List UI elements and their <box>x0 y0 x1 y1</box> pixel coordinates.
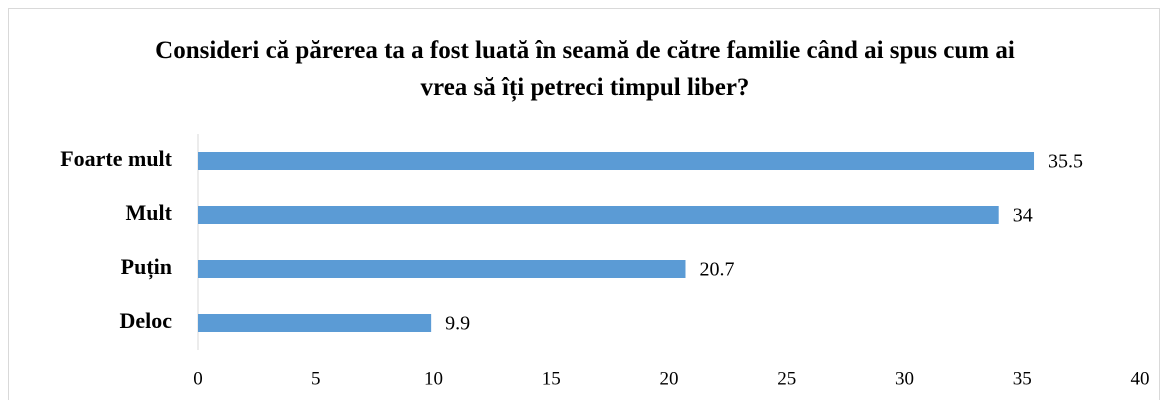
bar <box>198 260 686 278</box>
bar <box>198 206 999 224</box>
x-tick-label: 0 <box>193 368 203 389</box>
y-tick-label: Mult <box>126 200 173 225</box>
x-tick-label: 35 <box>1013 368 1032 389</box>
x-tick-label: 15 <box>542 368 561 389</box>
x-tick-label: 5 <box>311 368 321 389</box>
value-label: 20.7 <box>699 259 734 281</box>
chart-frame <box>8 8 1160 400</box>
y-tick-label: Foarte mult <box>60 146 172 171</box>
x-tick-label: 20 <box>660 368 679 389</box>
bar <box>198 152 1035 170</box>
bar <box>198 314 432 332</box>
value-label: 34 <box>1013 205 1033 227</box>
chart-title: Consideri că părerea ta a fost luată în … <box>155 37 1015 101</box>
x-tick-label: 30 <box>895 368 914 389</box>
y-tick-label: Deloc <box>119 308 172 333</box>
value-label: 35.5 <box>1048 151 1083 173</box>
x-tick-label: 40 <box>1131 368 1150 389</box>
x-tick-label: 10 <box>424 368 443 389</box>
x-tick-label: 25 <box>777 368 796 389</box>
value-label: 9.9 <box>445 313 470 335</box>
y-tick-label: Puțin <box>121 254 172 280</box>
